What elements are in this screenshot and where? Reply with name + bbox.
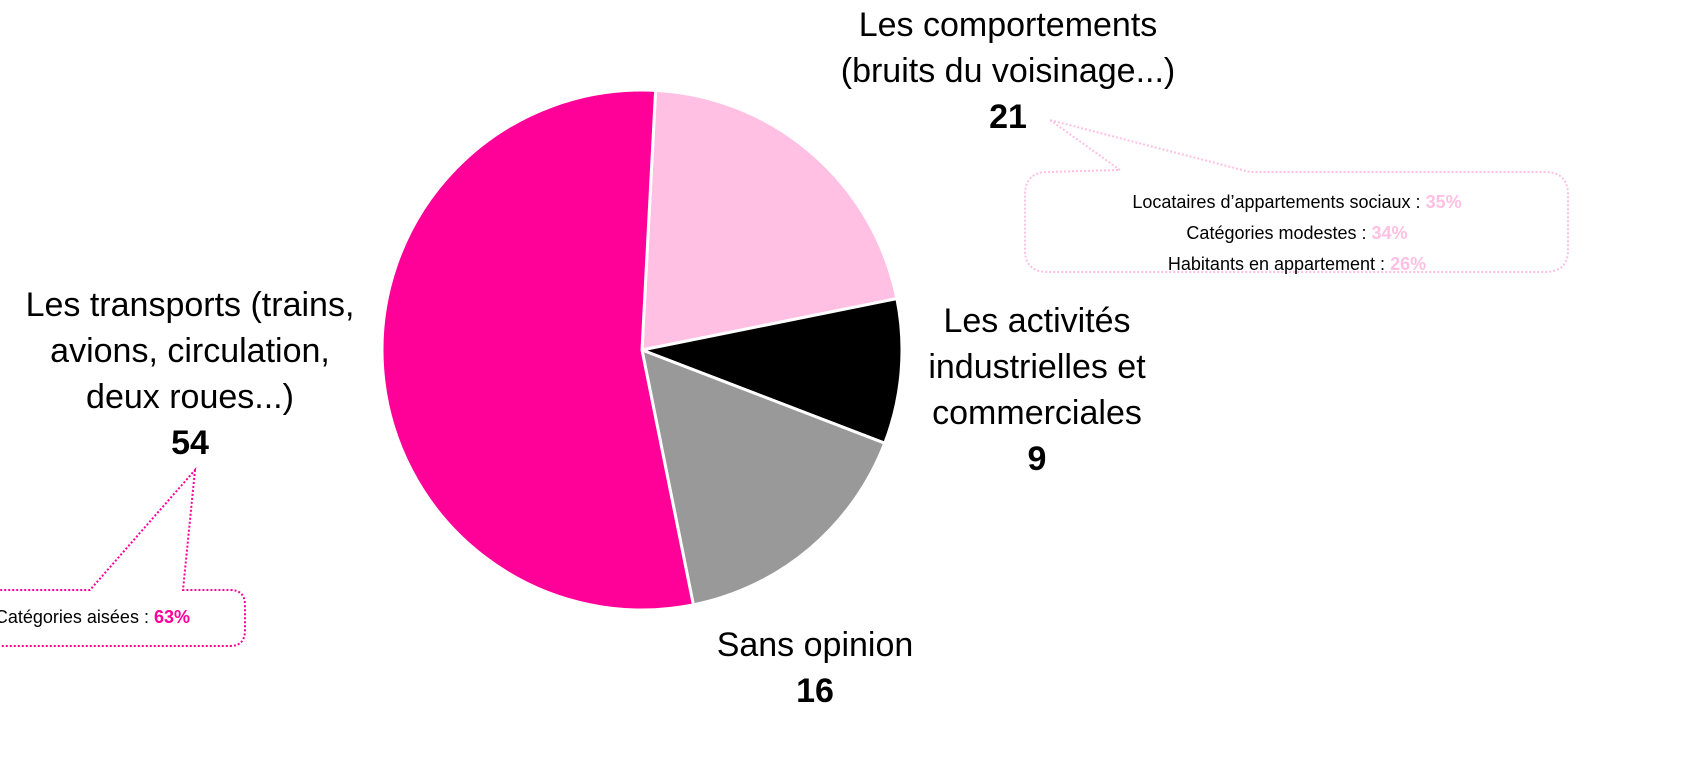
category-name: Les transports (trains, avions, circulat… (25, 286, 355, 416)
slice-label: Les transports (trains, avions, circulat… (0, 282, 490, 466)
callout-line: Habitants en appartement : 26% (1168, 249, 1426, 280)
callout-value: 63% (153, 607, 190, 627)
pie-slice (640, 88, 899, 352)
callout-line: Catégories aisées : 63% (0, 602, 190, 633)
callout-value: 35% (1425, 192, 1462, 212)
slice-label: Sans opinion 16 (515, 622, 1115, 714)
category-name: Sans opinion (716, 626, 914, 664)
callout-text: Catégories modestes : (1186, 223, 1367, 243)
callout-value: 26% (1390, 254, 1427, 274)
callout-line: Locataires d’appartements sociaux : 35% (1132, 187, 1461, 218)
slice-value: 16 (796, 672, 834, 710)
slice-value: 54 (171, 424, 209, 462)
callout-text: Locataires d’appartements sociaux : (1132, 192, 1421, 212)
pie-slice (639, 347, 887, 607)
callout-line: Catégories modestes : 34% (1186, 218, 1407, 249)
callout-text: Catégories aisées : (0, 607, 149, 627)
callout-box (0, 466, 246, 647)
callout-box (1024, 119, 1569, 273)
slice-label: Les comportements (bruits du voisinage..… (708, 2, 1308, 140)
slice-value: 9 (1027, 440, 1047, 478)
pie-slice (636, 296, 904, 446)
pie-slice (380, 88, 696, 612)
callout-value: 34% (1371, 223, 1408, 243)
slice-value: 21 (989, 98, 1027, 136)
callout-text: Habitants en appartement : (1167, 254, 1386, 274)
category-name: Les comportements (bruits du voisinage..… (840, 6, 1176, 90)
slice-label: Les activités industrielles et commercia… (737, 298, 1337, 482)
category-name: Les activités industrielles et commercia… (928, 302, 1146, 432)
